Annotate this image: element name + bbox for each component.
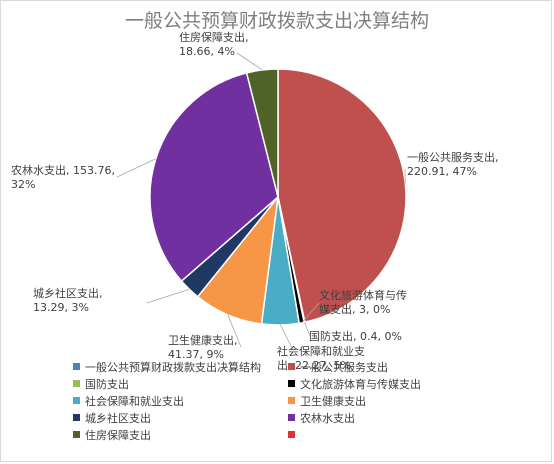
legend-swatch	[288, 380, 295, 387]
data-label: 媒支出, 3, 0%	[319, 302, 390, 316]
leader-line	[116, 158, 157, 178]
leader-line	[304, 322, 311, 337]
leader-line	[236, 52, 263, 71]
leader-lines	[116, 52, 406, 351]
data-label: 18.66, 4%	[179, 45, 235, 58]
legend-swatch	[73, 431, 80, 438]
leader-line	[146, 288, 190, 304]
legend-label: 一般公共预算财政拨款支出决算结构	[85, 360, 261, 374]
legend-swatch	[73, 363, 80, 370]
data-label: 住房保障支出,	[179, 30, 249, 44]
pie-slices	[149, 68, 407, 326]
data-label: 文化旅游体育与传	[319, 288, 407, 302]
legend-swatch	[288, 363, 295, 370]
legend-swatch	[288, 397, 295, 404]
legend-label: 社会保障和就业支出	[85, 394, 184, 408]
legend-label: 国防支出	[85, 377, 129, 391]
data-label: 13.29, 3%	[33, 301, 89, 314]
data-label: 社会保障和就业支	[277, 344, 365, 358]
legend-swatch	[73, 397, 80, 404]
data-label: 卫生健康支出,	[168, 333, 238, 347]
legend-swatch	[73, 414, 80, 421]
data-label: 农林水支出, 153.76,	[11, 163, 115, 177]
data-label: 41.37, 9%	[168, 348, 224, 361]
data-label: 国防支出, 0.4, 0%	[309, 329, 402, 343]
leader-line	[301, 302, 320, 324]
pie-slice	[245, 68, 279, 198]
data-label: 一般公共服务支出,	[407, 150, 499, 164]
data-label: 城乡社区支出,	[33, 286, 103, 300]
legend-label: 农林水支出	[300, 411, 355, 425]
data-labels: 一般公共服务支出,220.91, 47% 国防支出, 0.4, 0% 文化旅游体育与…	[11, 30, 499, 372]
data-label: 出, 22.27, 5%	[277, 358, 351, 372]
legend-label: 文化旅游体育与传媒支出	[300, 377, 421, 391]
legend-swatch	[288, 431, 295, 438]
legend-label: 一般公共服务支出	[300, 360, 388, 374]
legend-label: 卫生健康支出	[300, 394, 366, 408]
legend-label: 住房保障支出	[85, 428, 151, 442]
chart-title: 一般公共预算财政拨款支出决算结构	[125, 10, 429, 32]
leader-line	[227, 314, 242, 348]
data-label: 32%	[11, 178, 35, 191]
legend-swatch	[73, 380, 80, 387]
leader-line	[279, 324, 294, 351]
legend-swatch	[288, 414, 295, 421]
legend-label: 城乡社区支出	[85, 411, 151, 425]
data-label: 220.91, 47%	[407, 165, 477, 178]
